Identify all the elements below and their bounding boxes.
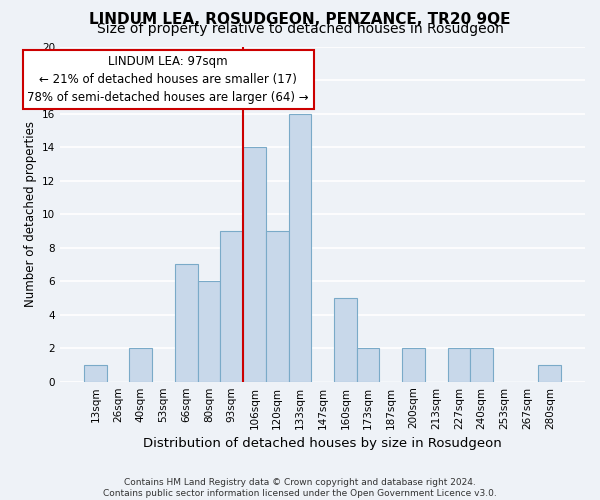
Y-axis label: Number of detached properties: Number of detached properties bbox=[23, 121, 37, 307]
Bar bbox=[130, 348, 152, 382]
X-axis label: Distribution of detached houses by size in Rosudgeon: Distribution of detached houses by size … bbox=[143, 437, 502, 450]
Text: Contains HM Land Registry data © Crown copyright and database right 2024.
Contai: Contains HM Land Registry data © Crown c… bbox=[103, 478, 497, 498]
Bar bbox=[220, 231, 243, 382]
Bar bbox=[470, 348, 493, 382]
Bar bbox=[266, 231, 289, 382]
Text: Size of property relative to detached houses in Rosudgeon: Size of property relative to detached ho… bbox=[97, 22, 503, 36]
Bar bbox=[402, 348, 425, 382]
Bar bbox=[243, 147, 266, 382]
Bar bbox=[197, 281, 220, 382]
Bar bbox=[334, 298, 356, 382]
Bar bbox=[538, 365, 561, 382]
Bar bbox=[289, 114, 311, 382]
Bar bbox=[448, 348, 470, 382]
Text: LINDUM LEA, ROSUDGEON, PENZANCE, TR20 9QE: LINDUM LEA, ROSUDGEON, PENZANCE, TR20 9Q… bbox=[89, 12, 511, 28]
Text: LINDUM LEA: 97sqm
← 21% of detached houses are smaller (17)
78% of semi-detached: LINDUM LEA: 97sqm ← 21% of detached hous… bbox=[27, 55, 309, 104]
Bar bbox=[84, 365, 107, 382]
Bar bbox=[356, 348, 379, 382]
Bar bbox=[175, 264, 197, 382]
